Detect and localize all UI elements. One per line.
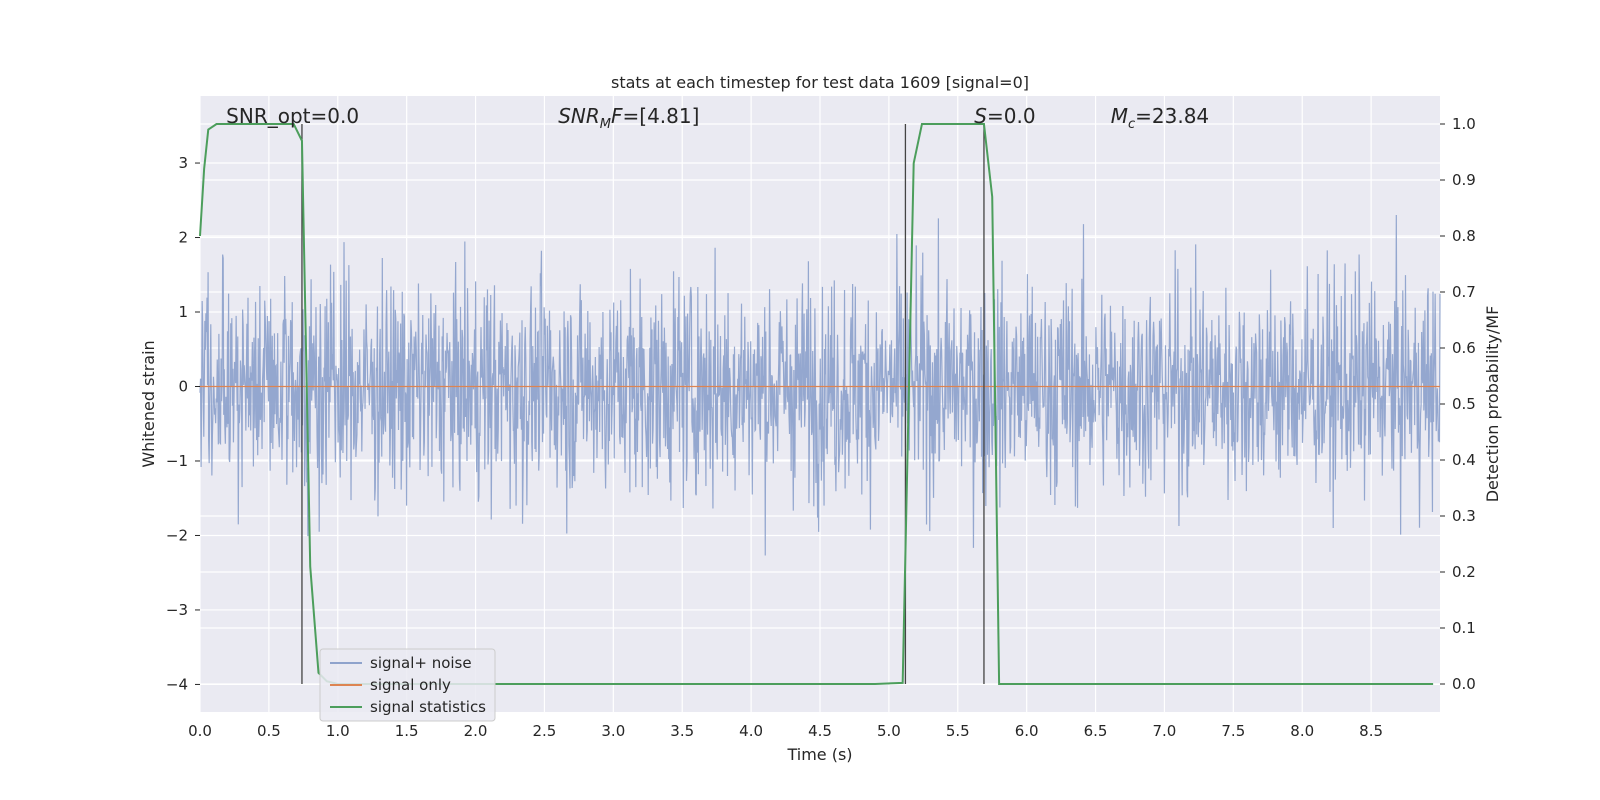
- chart-title: stats at each timestep for test data 160…: [611, 73, 1029, 92]
- signal-noise-series: [199, 215, 1441, 556]
- y-right-tick-label-3: 0.3: [1452, 507, 1476, 525]
- y-right-tick-label-9: 0.9: [1452, 171, 1476, 189]
- x-tick-label-2: 1.0: [326, 722, 350, 740]
- x-tick-label-6: 3.0: [601, 722, 625, 740]
- y-right-tick-label-0: 0.0: [1452, 675, 1476, 693]
- annotation-s-value-part-0: S: [974, 104, 987, 128]
- y-right-tick-label-2: 0.2: [1452, 563, 1476, 581]
- y-axis-right: 0.0 0.1 0.2 0.3 0.4 0.5 0.6 0.7 0.8 0.9 1.0: [1440, 115, 1476, 693]
- annotations: SNR_opt=0.0 SNRMF=[4.81] S=0.0 Mc=23.84: [226, 104, 1209, 132]
- y-axis-left-label: Whitened strain: [139, 340, 158, 467]
- x-tick-label-11: 5.5: [946, 722, 970, 740]
- annotation-snr-opt-part-0: SNR_opt=0.0: [226, 104, 359, 128]
- x-tick-label-8: 4.0: [739, 722, 763, 740]
- x-tick-label-15: 7.5: [1221, 722, 1245, 740]
- x-tick-label-0: 0.0: [188, 722, 212, 740]
- x-axis: 0.0 0.5 1.0 1.5 2.0 2.5 3.0 3.5 4.0 4.5 5.0 5.5 6.0 6…: [188, 722, 1383, 740]
- annotation-chirp-mass-part-2: =23.84: [1135, 104, 1209, 128]
- annotation-s-value: S=0.0: [974, 104, 1035, 128]
- x-tick-label-14: 7.0: [1153, 722, 1177, 740]
- annotation-chirp-mass-part-1: c: [1128, 117, 1135, 132]
- signal-statistics-line: [199, 123, 1434, 685]
- legend-label-signal-statistics: signal statistics: [370, 698, 486, 716]
- y-left-tick-label-0: −4: [166, 675, 188, 693]
- annotation-snr-mf: SNRMF=[4.81]: [558, 104, 699, 132]
- annotation-snr-mf-part-1: M: [600, 117, 611, 132]
- y-right-tick-label-4: 0.4: [1452, 451, 1476, 469]
- annotation-snr-mf-part-0: SNR: [558, 104, 600, 128]
- signal-statistics-series: [199, 123, 1434, 685]
- y-axis-right-label: Detection probability/MF: [1483, 306, 1502, 503]
- y-left-tick-label-6: 2: [178, 229, 188, 247]
- legend-box: [319, 648, 496, 722]
- y-left-tick-label-2: −2: [166, 526, 188, 544]
- x-tick-label-13: 6.5: [1084, 722, 1108, 740]
- y-right-tick-label-6: 0.6: [1452, 339, 1476, 357]
- annotation-snr-mf-part-3: =[4.81]: [623, 104, 700, 128]
- x-tick-label-12: 6.0: [1015, 722, 1039, 740]
- annotation-chirp-mass-part-0: M: [1111, 104, 1128, 128]
- x-tick-label-5: 2.5: [533, 722, 557, 740]
- y-left-tick-label-4: 0: [178, 377, 188, 395]
- x-tick-label-9: 4.5: [808, 722, 832, 740]
- y-right-tick-label-1: 0.1: [1452, 619, 1476, 637]
- signal-noise-line: [199, 215, 1441, 556]
- x-axis-label: Time (s): [786, 745, 852, 764]
- legend: signal+ noise signal only signal statist…: [319, 648, 496, 722]
- y-left-tick-label-1: −3: [166, 601, 188, 619]
- x-tick-label-4: 2.0: [464, 722, 488, 740]
- annotation-snr-opt: SNR_opt=0.0: [226, 104, 359, 128]
- y-right-tick-label-10: 1.0: [1452, 115, 1476, 133]
- y-right-tick-label-7: 0.7: [1452, 283, 1476, 301]
- annotation-snr-mf-part-2: F: [611, 104, 623, 128]
- legend-label-signal-noise: signal+ noise: [370, 654, 472, 672]
- y-right-tick-label-5: 0.5: [1452, 395, 1476, 413]
- annotation-s-value-part-1: =0.0: [987, 104, 1036, 128]
- x-tick-label-1: 0.5: [257, 722, 281, 740]
- y-left-tick-label-3: −1: [166, 452, 188, 470]
- y-left-tick-label-7: 3: [178, 154, 188, 172]
- y-right-tick-label-8: 0.8: [1452, 227, 1476, 245]
- x-tick-label-7: 3.5: [670, 722, 694, 740]
- annotation-chirp-mass: Mc=23.84: [1111, 104, 1209, 132]
- x-tick-label-10: 5.0: [877, 722, 901, 740]
- x-tick-label-16: 8.0: [1290, 722, 1314, 740]
- legend-label-signal-only: signal only: [370, 676, 451, 694]
- y-left-tick-label-5: 1: [178, 303, 188, 321]
- y-axis-left: −4 −3 −2 −1 0 1 2 3: [166, 154, 200, 693]
- x-tick-label-17: 8.5: [1359, 722, 1383, 740]
- x-tick-label-3: 1.5: [395, 722, 419, 740]
